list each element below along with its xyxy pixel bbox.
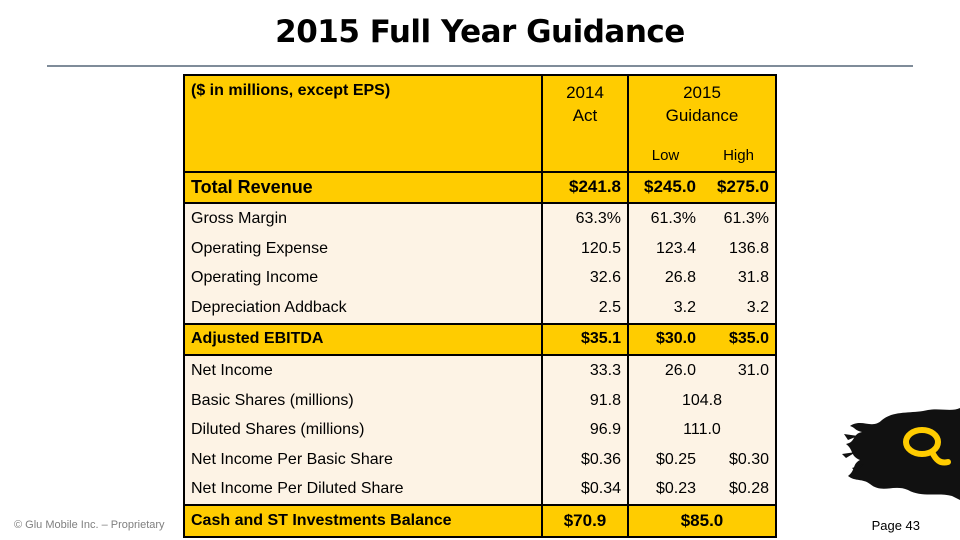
row-label: Cash and ST Investments Balance [183,504,542,538]
footer-copyright: © Glu Mobile Inc. – Proprietary [14,519,165,531]
page-number: Page 43 [871,518,920,533]
header-low: Low [627,141,702,172]
row-2014: $241.8 [541,170,628,204]
row-2014: $0.36 [541,444,628,475]
row-low: 3.2 [627,292,702,324]
table-row: Basic Shares (millions) 91.8 104.8 [183,385,777,416]
guidance-table: ($ in millions, except EPS) 2014 Act 201… [183,74,777,538]
row-label: Gross Margin [183,202,542,234]
row-guidance: $85.0 [627,504,777,538]
row-low: $245.0 [627,170,702,204]
row-label: Depreciation Addback [183,292,542,324]
table-row: Net Income Per Basic Share $0.36 $0.25 $… [183,444,777,475]
row-guidance: 104.8 [627,385,777,416]
table-row: Net Income 33.3 26.0 31.0 [183,354,777,386]
table-row: Operating Income 32.6 26.8 31.8 [183,263,777,293]
header-2015-guidance-label: Guidance [665,106,739,125]
row-2014: $70.9 [541,504,628,538]
table-row: Operating Expense 120.5 123.4 136.8 [183,233,777,264]
row-2014: 2.5 [541,292,628,324]
row-low: $0.25 [627,444,702,475]
glu-logo-icon [842,408,960,500]
row-low: 26.0 [627,354,702,386]
row-2014: 120.5 [541,233,628,264]
row-2014: 32.6 [541,263,628,293]
row-low: 123.4 [627,233,702,264]
table-subheader-row: Low High [184,141,777,172]
row-low: 61.3% [627,202,702,234]
table-row: Total Revenue $241.8 $245.0 $275.0 [183,170,777,204]
row-low: $30.0 [627,322,702,356]
header-2014-year: 2014 [566,83,604,102]
title-divider [47,65,913,67]
row-high: 61.3% [702,202,777,234]
row-label: Operating Expense [183,233,542,264]
row-2014: 91.8 [541,385,628,416]
row-high: $35.0 [702,322,777,356]
row-2014: $35.1 [541,322,628,356]
row-low: 26.8 [627,263,702,293]
header-2014-actual: 2014 Act [541,74,628,172]
row-high: 31.0 [702,354,777,386]
row-high: $0.28 [702,474,777,506]
table-row: Adjusted EBITDA $35.1 $30.0 $35.0 [183,322,777,356]
header-2014-act: Act [572,106,598,125]
row-label: Net Income Per Basic Share [183,444,542,475]
row-2014: 96.9 [541,415,628,445]
header-2015-guidance: 2015 Guidance [627,74,777,141]
row-high: 136.8 [702,233,777,264]
header-label: ($ in millions, except EPS) [183,74,542,172]
row-label: Total Revenue [183,170,542,204]
row-2014: 33.3 [541,354,628,386]
row-2014: $0.34 [541,474,628,506]
table-row: Net Income Per Diluted Share $0.34 $0.23… [183,474,777,506]
row-label: Net Income Per Diluted Share [183,474,542,506]
row-label: Net Income [183,354,542,386]
table-header-row: ($ in millions, except EPS) 2014 Act 201… [183,74,777,172]
row-label: Operating Income [183,263,542,293]
row-high: $275.0 [702,170,777,204]
row-high: 3.2 [702,292,777,324]
table-row: Diluted Shares (millions) 96.9 111.0 [183,415,777,445]
row-high: $0.30 [702,444,777,475]
header-2015-year: 2015 [683,83,721,102]
table-row: Cash and ST Investments Balance $70.9 $8… [183,504,777,538]
row-label: Adjusted EBITDA [183,322,542,356]
table-row: Depreciation Addback 2.5 3.2 3.2 [183,292,777,324]
row-high: 31.8 [702,263,777,293]
row-2014: 63.3% [541,202,628,234]
slide-title: 2015 Full Year Guidance [275,14,685,50]
table-row: Gross Margin 63.3% 61.3% 61.3% [183,202,777,234]
header-high: High [702,141,777,172]
row-guidance: 111.0 [627,415,777,445]
row-low: $0.23 [627,474,702,506]
row-label: Basic Shares (millions) [183,385,542,416]
row-label: Diluted Shares (millions) [183,415,542,445]
